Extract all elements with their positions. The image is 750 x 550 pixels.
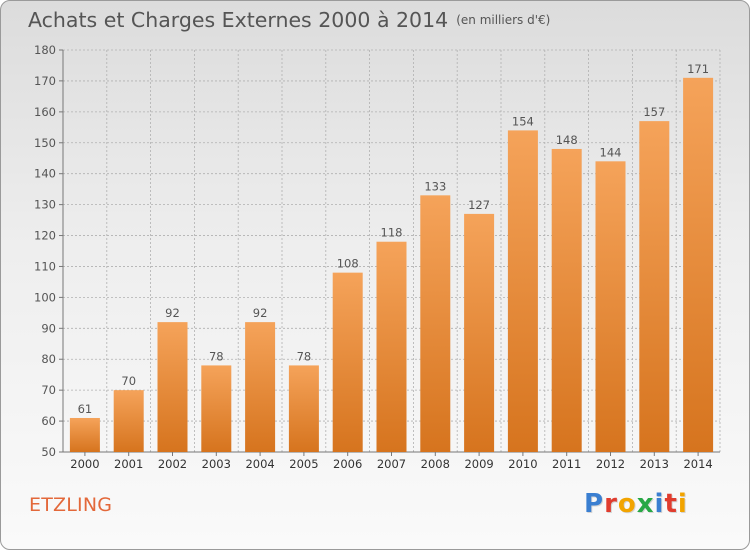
data-label-2013: 157 (643, 105, 665, 119)
x-tick-label: 2005 (289, 457, 318, 471)
x-tick-label: 2002 (158, 457, 187, 471)
y-tick-label: 130 (34, 198, 56, 212)
data-label-2001: 70 (121, 374, 136, 388)
data-labels: 61 70 92 78 92 78 108 118 133 127 154 148 144 157 171 (78, 62, 709, 416)
data-label-2014: 171 (687, 62, 709, 76)
x-tick-label: 2011 (552, 457, 581, 471)
x-tick-label: 2014 (683, 457, 712, 471)
x-tick-label: 2004 (245, 457, 274, 471)
data-label-2008: 133 (424, 179, 446, 193)
logo-letter: t (664, 489, 678, 519)
data-label-2011: 148 (556, 133, 578, 147)
bar-2011[interactable] (551, 148, 582, 452)
y-tick-label: 110 (34, 259, 56, 273)
bar-2006[interactable] (332, 272, 363, 452)
bar-2000[interactable] (69, 417, 100, 452)
bar-2008[interactable] (420, 195, 451, 453)
y-tick-label: 80 (41, 352, 56, 366)
x-tick-label: 2008 (421, 457, 450, 471)
y-tick-label: 180 (34, 43, 56, 57)
y-tick-label: 140 (34, 167, 56, 181)
x-tick-label: 2010 (508, 457, 537, 471)
y-tick-label: 170 (34, 74, 56, 88)
bar-2004[interactable] (245, 322, 276, 452)
x-tick-label: 2013 (640, 457, 669, 471)
y-tick-label: 50 (41, 445, 56, 459)
bars (69, 77, 714, 453)
bar-2014[interactable] (683, 77, 714, 452)
y-tick-label: 150 (34, 136, 56, 150)
logo-letter: i (677, 489, 688, 519)
bar-2007[interactable] (376, 241, 407, 452)
x-tick-label: 2009 (464, 457, 493, 471)
data-label-2004: 92 (253, 306, 268, 320)
proxiti-logo[interactable]: Proxiti (584, 489, 688, 519)
bar-2005[interactable] (288, 365, 319, 452)
bar-2003[interactable] (201, 365, 232, 452)
axes: 50 60 70 80 90 100 110 120 130 140 150 160 170 180 200… (34, 43, 720, 471)
bar-2012[interactable] (595, 161, 626, 453)
chart-title: Achats et Charges Externes 2000 à 2014 (e… (28, 8, 550, 32)
x-tick-label: 2003 (202, 457, 231, 471)
bar-2001[interactable] (113, 390, 144, 452)
logo-letter: r (604, 489, 618, 519)
data-label-2012: 144 (600, 145, 622, 159)
chart-title-text: Achats et Charges Externes 2000 à 2014 (28, 8, 449, 32)
y-tick-label: 70 (41, 383, 56, 397)
x-tick-label: 2007 (377, 457, 406, 471)
y-tick-label: 120 (34, 229, 56, 243)
data-label-2000: 61 (78, 402, 93, 416)
data-label-2009: 127 (468, 198, 490, 212)
logo-letter: i (654, 489, 665, 519)
commune-name: ETZLING (29, 494, 113, 516)
x-tick-label: 2001 (114, 457, 143, 471)
data-label-2006: 108 (337, 257, 359, 271)
logo-letter: P (584, 489, 605, 519)
bar-2002[interactable] (157, 322, 188, 452)
data-label-2007: 118 (381, 226, 403, 240)
logo-letter: x (636, 489, 655, 519)
y-tick-label: 100 (34, 290, 56, 304)
bar-2009[interactable] (464, 213, 495, 452)
logo-letter: o (617, 489, 637, 519)
y-tick-label: 160 (34, 105, 56, 119)
bar-2013[interactable] (639, 121, 670, 452)
data-label-2002: 92 (165, 306, 180, 320)
y-tick-label: 60 (41, 414, 56, 428)
data-label-2003: 78 (209, 349, 224, 363)
y-tick-label: 90 (41, 321, 56, 335)
data-label-2010: 154 (512, 114, 534, 128)
bar-2010[interactable] (507, 130, 538, 452)
data-label-2005: 78 (297, 349, 312, 363)
chart-unit-label: (en milliers d'€) (456, 13, 551, 27)
x-tick-label: 2000 (70, 457, 99, 471)
x-tick-label: 2012 (596, 457, 625, 471)
x-tick-label: 2006 (333, 457, 362, 471)
